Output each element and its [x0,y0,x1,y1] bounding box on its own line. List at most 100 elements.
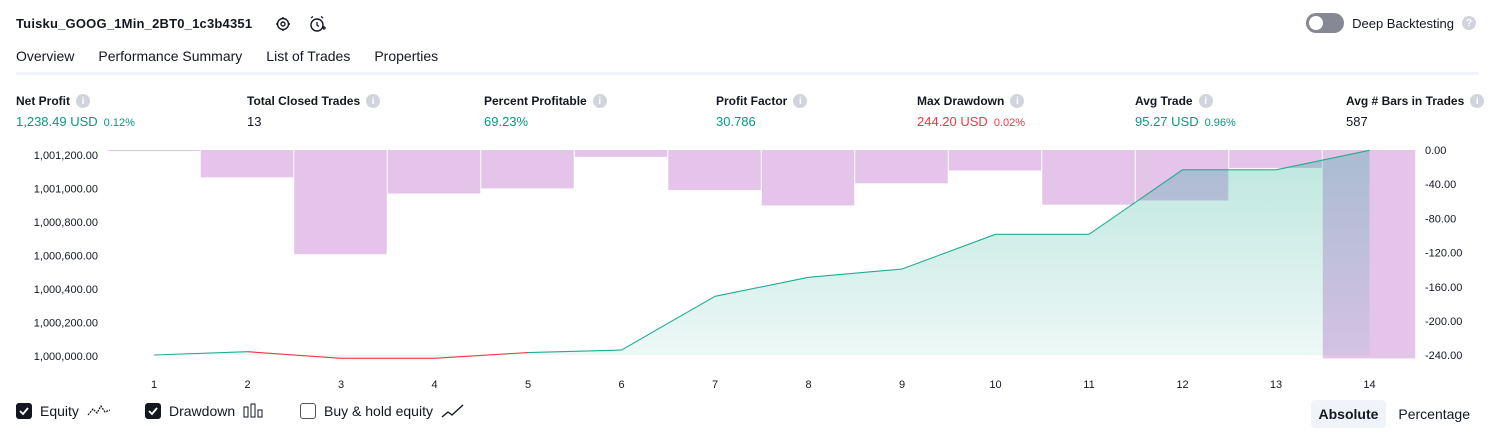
legend-buy-hold-label: Buy & hold equity [324,403,433,419]
equity-checkbox[interactable] [16,403,32,419]
drawdown-bar [294,150,387,255]
deep-backtesting-toggle[interactable] [1306,13,1345,33]
tab-performance-summary[interactable]: Performance Summary [98,48,243,64]
equity-segment [901,233,996,270]
left-tick-label: 1,001,200.00 [34,150,98,162]
metric-value: 1,238.49 USD [16,114,98,129]
x-tick-label: 1 [151,379,157,391]
drawdown-bar [948,150,1042,171]
metric-avg-trade: Avg Trade i 95.27 USD 0.96% [1135,94,1236,129]
settings-icon[interactable] [272,13,294,35]
info-icon[interactable]: i [592,94,607,108]
x-axis: 1 2 3 4 5 6 7 8 9 10 11 12 13 14 [151,379,1376,391]
x-tick-label: 6 [618,379,624,391]
metric-value: 69.23% [484,114,529,129]
info-icon[interactable]: i [76,94,90,108]
drawdown-bar [387,150,481,194]
metric-profit-factor: Profit Factor i 30.786 [716,94,808,129]
equity-fill [154,150,1370,359]
tab-divider [16,72,1478,75]
metric-value: 587 [1346,114,1368,129]
info-icon[interactable]: i [366,94,381,108]
legend-equity[interactable]: Equity [16,403,111,419]
equity-segment [434,351,529,359]
metric-value: 244.20 USD [917,114,988,129]
metric-net-profit: Net Profit i 1,238.49 USD 0.12% [16,94,135,129]
left-tick-label: 1,000,000.00 [34,351,98,363]
tab-list-of-trades[interactable]: List of Trades [266,48,351,64]
right-tick-label: -40.00 [1425,179,1456,191]
legend-equity-label: Equity [40,403,79,419]
info-icon[interactable]: i [1470,94,1485,108]
buy-hold-series-icon [441,404,464,418]
metric-value: 13 [247,114,262,129]
metric-avg-bars-in-trades: Avg # Bars in Trades i 587 [1346,94,1485,129]
drawdown-checkbox[interactable] [145,403,161,419]
metric-total-closed-trades: Total Closed Trades i 13 [247,94,381,129]
left-tick-label: 1,000,600.00 [34,251,98,263]
deep-backtesting-control: Deep Backtesting ? [1306,13,1476,33]
metric-max-drawdown: Max Drawdown i 244.20 USD 0.02% [917,94,1025,129]
drawdown-bar [481,150,574,189]
x-tick-label: 3 [338,379,344,391]
metric-label: Avg # Bars in Trades [1346,94,1465,108]
right-tick-label: 0.00 [1425,145,1446,157]
legend-drawdown[interactable]: Drawdown [145,403,265,419]
scale-toggle: Absolute Percentage [1310,400,1479,428]
equity-area [154,150,1370,359]
left-tick-label: 1,000,400.00 [34,284,98,296]
equity-drawdown-chart: 1,001,200.00 1,001,000.00 1,000,800.00 1,00… [34,145,1463,391]
drawdown-bar [668,150,761,191]
deep-backtesting-label: Deep Backtesting [1352,15,1454,31]
right-tick-label: -80.00 [1425,213,1456,225]
metric-label: Net Profit [16,94,70,108]
metric-label: Avg Trade [1135,94,1193,108]
legend-buy-hold-equity[interactable]: Buy & hold equity [300,403,465,419]
x-tick-label: 12 [1176,379,1188,391]
left-axis: 1,001,200.00 1,001,000.00 1,000,800.00 1,00… [34,150,98,363]
info-icon[interactable]: i [793,94,808,108]
drawdown-bar [1229,150,1322,168]
equity-series-icon [87,404,111,416]
metric-label: Profit Factor [716,94,788,108]
x-tick-label: 14 [1363,379,1375,391]
x-tick-label: 10 [989,379,1001,391]
drawdown-bar [761,150,855,206]
strategy-title: Tuisku_GOOG_1Min_2BT0_1c3b4351 [16,16,253,31]
x-tick-label: 8 [805,379,811,391]
equity-segment [714,276,809,297]
drawdown-bar [855,150,948,184]
metric-percent: 0.12% [103,117,135,129]
equity-line [153,149,1370,359]
info-icon[interactable]: i [1010,94,1025,108]
right-tick-label: -200.00 [1425,316,1462,328]
x-tick-label: 2 [244,379,250,391]
drawdown-bar [108,150,200,151]
x-tick-label: 4 [431,379,437,391]
tab-overview[interactable]: Overview [16,48,75,75]
metric-value: 95.27 USD [1135,114,1199,129]
x-tick-label: 13 [1270,379,1282,391]
right-axis: 0.00 -40.00 -80.00 -120.00 -160.00 -200.00 -24… [1425,145,1462,362]
buy-hold-checkbox[interactable] [300,403,316,419]
x-tick-label: 9 [899,379,905,391]
legend-drawdown-label: Drawdown [169,403,236,419]
drawdown-series-icon [243,403,263,418]
absolute-button[interactable]: Absolute [1310,400,1387,428]
metric-value: 30.786 [716,114,756,129]
metric-percent: 0.02% [993,117,1026,129]
equity-segment [1275,149,1370,171]
tab-bar: Overview Performance Summary List of Tra… [16,48,438,75]
metric-label: Percent Profitable [484,94,587,108]
left-tick-label: 1,001,000.00 [34,184,98,196]
metric-percent: 0.96% [1204,117,1236,129]
add-alert-icon[interactable] [306,13,328,35]
right-tick-label: -160.00 [1425,282,1462,294]
percentage-button[interactable]: Percentage [1398,406,1470,422]
x-tick-label: 5 [525,379,531,391]
drawdown-bar [1042,150,1135,205]
help-icon[interactable]: ? [1462,16,1476,30]
info-icon[interactable]: i [1198,94,1213,108]
tab-properties[interactable]: Properties [374,48,439,64]
left-tick-label: 1,000,800.00 [34,217,98,229]
